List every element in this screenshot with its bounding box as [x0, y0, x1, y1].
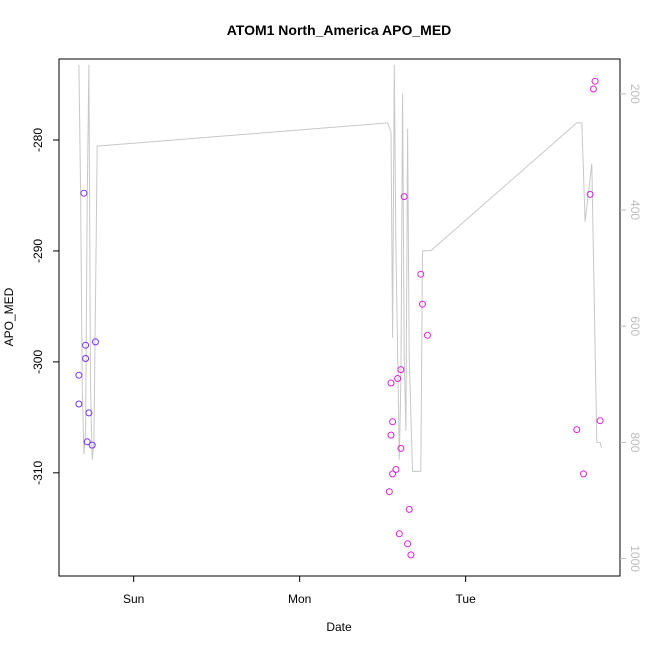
- data-point: [407, 551, 415, 559]
- y-tick-label: -300: [31, 350, 45, 374]
- x-tick-label: Sun: [123, 592, 144, 606]
- data-point: [395, 530, 403, 538]
- points-layer: [75, 77, 604, 559]
- data-point: [596, 417, 604, 425]
- y2-tick-label: 600: [628, 316, 642, 336]
- x-tick-label: Mon: [288, 592, 311, 606]
- data-point: [424, 331, 431, 339]
- y-tick-label: -280: [31, 128, 45, 152]
- data-point: [385, 488, 393, 496]
- y2-tick-label: 200: [628, 84, 642, 104]
- data-point: [404, 540, 412, 548]
- data-point: [82, 341, 90, 349]
- data-point: [397, 366, 405, 374]
- x-axis-label: Date: [326, 620, 352, 634]
- data-point: [580, 470, 587, 478]
- y-tick-label: -290: [31, 239, 45, 263]
- data-point: [387, 379, 395, 387]
- data-point: [85, 409, 93, 417]
- data-point: [75, 371, 83, 379]
- y2-tick-label: 400: [628, 200, 642, 220]
- data-point: [82, 355, 90, 362]
- data-point: [405, 505, 413, 513]
- series-line: [78, 64, 603, 472]
- data-point: [389, 470, 397, 478]
- data-point: [88, 441, 96, 449]
- data-point: [573, 426, 581, 434]
- data-point: [80, 189, 88, 197]
- x-tick-label: Tue: [456, 592, 477, 606]
- left-axis: -280 -290 -300 -310: [31, 128, 59, 485]
- data-point: [83, 438, 91, 446]
- data-point: [397, 444, 405, 452]
- line-layer: [78, 64, 603, 472]
- data-point: [394, 375, 402, 382]
- data-point: [387, 431, 395, 439]
- data-point: [586, 190, 594, 198]
- data-point: [75, 400, 83, 408]
- data-point: [392, 466, 400, 473]
- y2-tick-label: 1000: [628, 545, 642, 572]
- data-point: [400, 193, 408, 201]
- plot-frame: [58, 58, 621, 577]
- chart-title: ATOM1 North_America APO_MED: [227, 22, 452, 38]
- data-point: [417, 270, 425, 278]
- x-axis: Sun Mon Tue: [123, 576, 476, 606]
- data-point: [589, 85, 597, 93]
- data-point: [591, 77, 599, 85]
- data-point: [419, 300, 426, 308]
- y2-tick-label: 800: [628, 432, 642, 452]
- right-axis: 200 400 600 800 1000: [620, 84, 642, 572]
- data-point: [92, 338, 99, 346]
- data-point: [389, 418, 397, 426]
- y-tick-label: -310: [31, 460, 45, 484]
- y-axis-label: APO_MED: [2, 287, 16, 346]
